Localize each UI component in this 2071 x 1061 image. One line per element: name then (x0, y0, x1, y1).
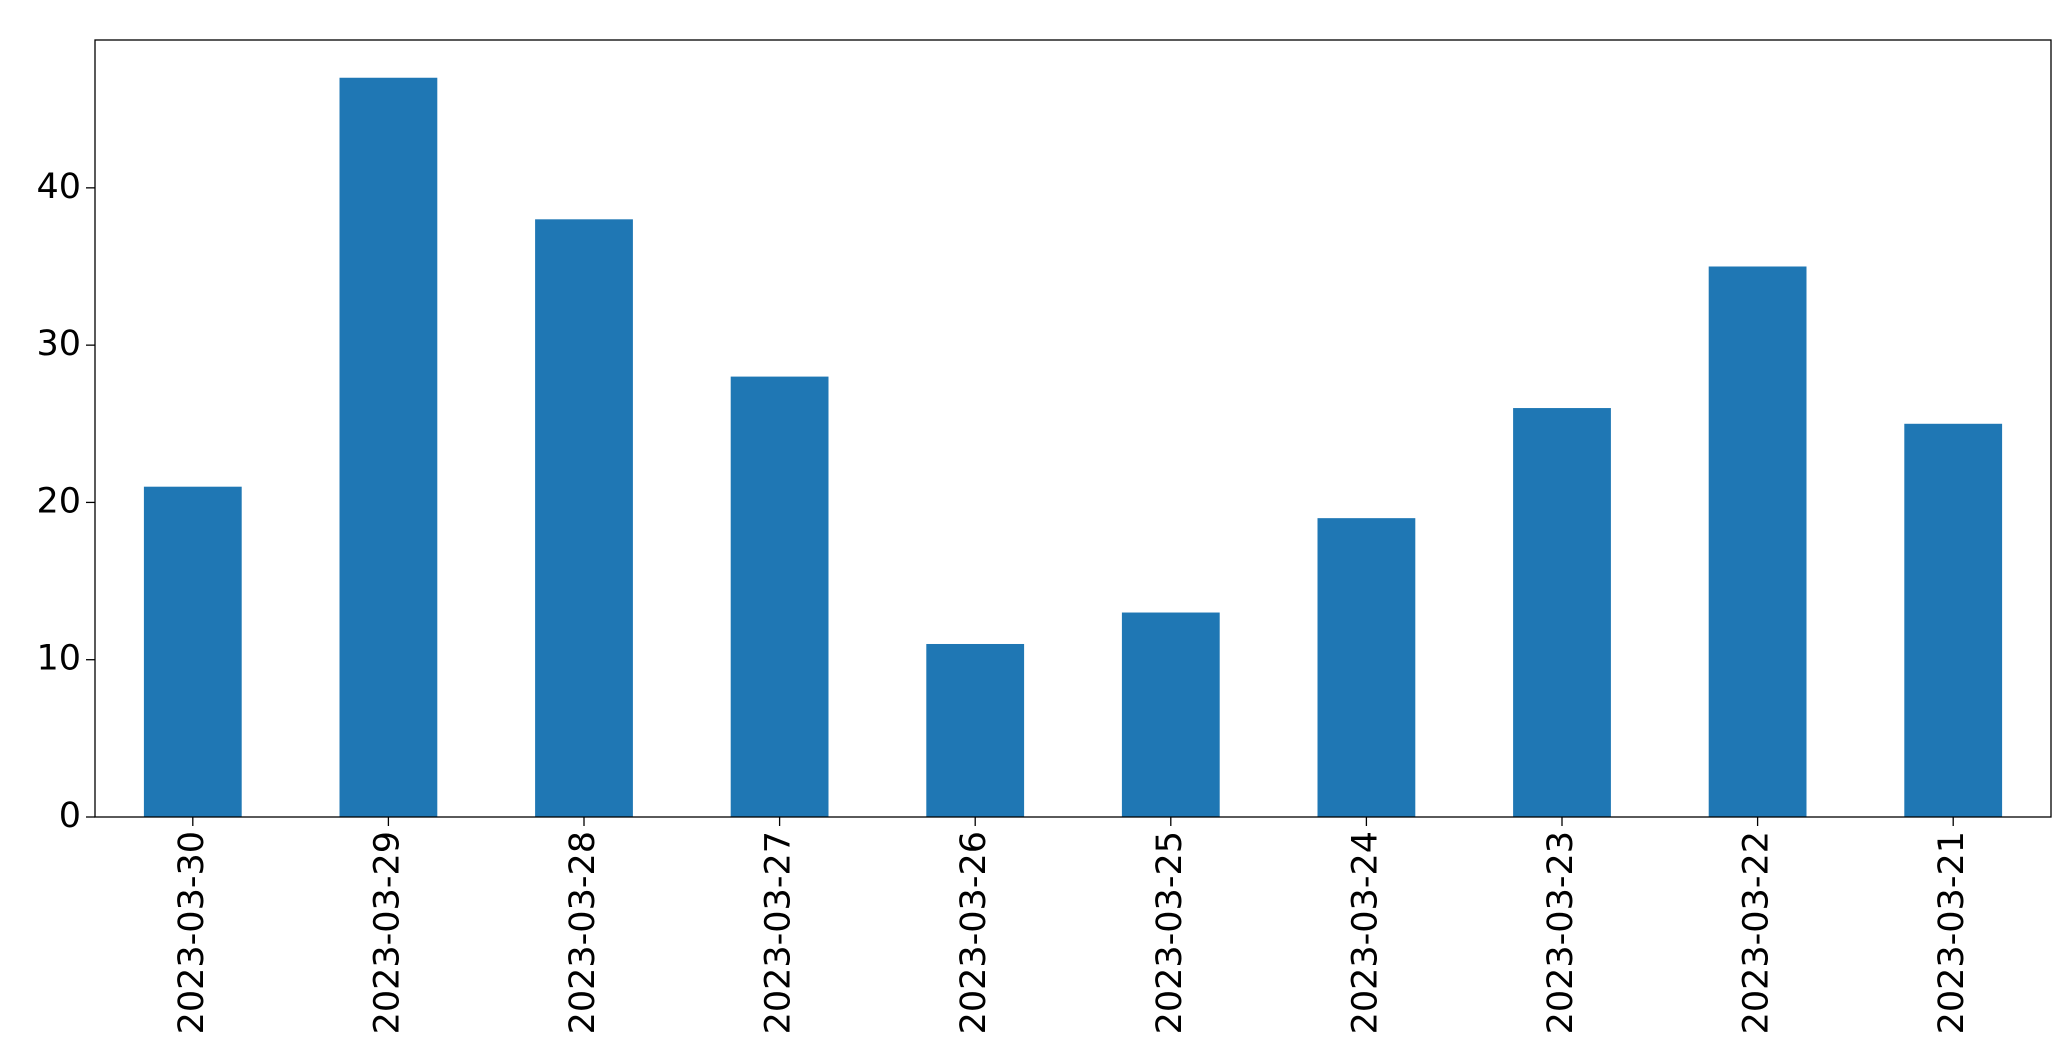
x-tick-label: 2023-03-23 (1541, 831, 1581, 1034)
y-tick-label: 0 (59, 796, 81, 836)
bar (1708, 266, 1807, 818)
bar (730, 376, 829, 817)
x-tick-label: 2023-03-21 (1932, 831, 1972, 1034)
y-tick-label: 20 (36, 481, 81, 521)
bar (143, 486, 242, 817)
bar (1121, 612, 1220, 817)
bar (535, 219, 633, 818)
x-tick-label: 2023-03-22 (1737, 831, 1777, 1034)
y-tick-label: 30 (36, 324, 81, 364)
x-tick-label: 2023-03-25 (1150, 831, 1190, 1034)
x-tick-label: 2023-03-29 (367, 831, 407, 1034)
bar (1317, 518, 1416, 817)
x-tick-label: 2023-03-27 (759, 831, 799, 1034)
x-tick-label: 2023-03-28 (563, 831, 603, 1034)
x-tick-label: 2023-03-24 (1345, 831, 1385, 1034)
bar (1513, 408, 1611, 817)
y-tick-label: 10 (36, 639, 81, 679)
bar (339, 77, 438, 818)
bar (1904, 423, 2003, 817)
y-tick-label: 40 (36, 167, 81, 207)
bar (926, 643, 1025, 817)
axes-frame (94, 39, 2052, 818)
x-tick-label: 2023-03-30 (172, 831, 212, 1034)
x-tick-label: 2023-03-26 (954, 831, 994, 1034)
